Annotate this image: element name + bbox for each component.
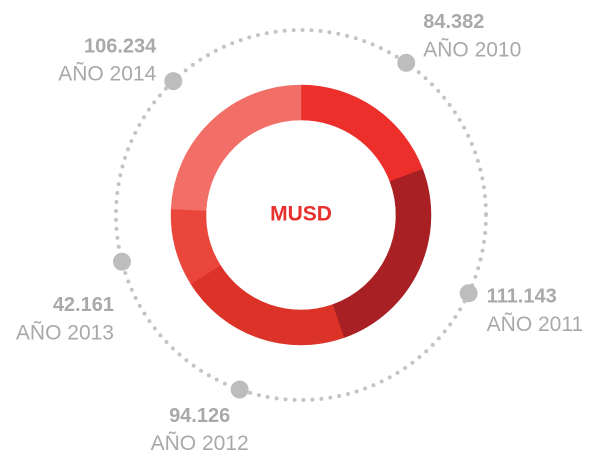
slice-marker [112, 252, 131, 271]
value-label: 42.161 [53, 294, 114, 316]
slice-marker [164, 72, 183, 91]
category-label: AÑO 2014 [58, 62, 156, 86]
donut-slice [332, 168, 432, 339]
slice-marker [459, 284, 478, 303]
value-label: 94.126 [169, 405, 230, 427]
slice-marker [397, 53, 416, 72]
category-label: AÑO 2013 [16, 320, 114, 344]
donut-slice [300, 84, 423, 182]
value-label: 106.234 [84, 35, 157, 57]
category-label: AÑO 2012 [151, 431, 249, 455]
value-label: 84.382 [423, 11, 484, 33]
value-label: 111.143 [487, 286, 557, 308]
dotted-ring [114, 28, 488, 402]
slice-marker [230, 380, 249, 399]
donut-slice [190, 264, 345, 346]
center-label: MUSD [270, 203, 332, 226]
category-label: AÑO 2010 [423, 37, 521, 61]
category-label: AÑO 2011 [487, 312, 584, 336]
donut-slice [170, 84, 302, 211]
